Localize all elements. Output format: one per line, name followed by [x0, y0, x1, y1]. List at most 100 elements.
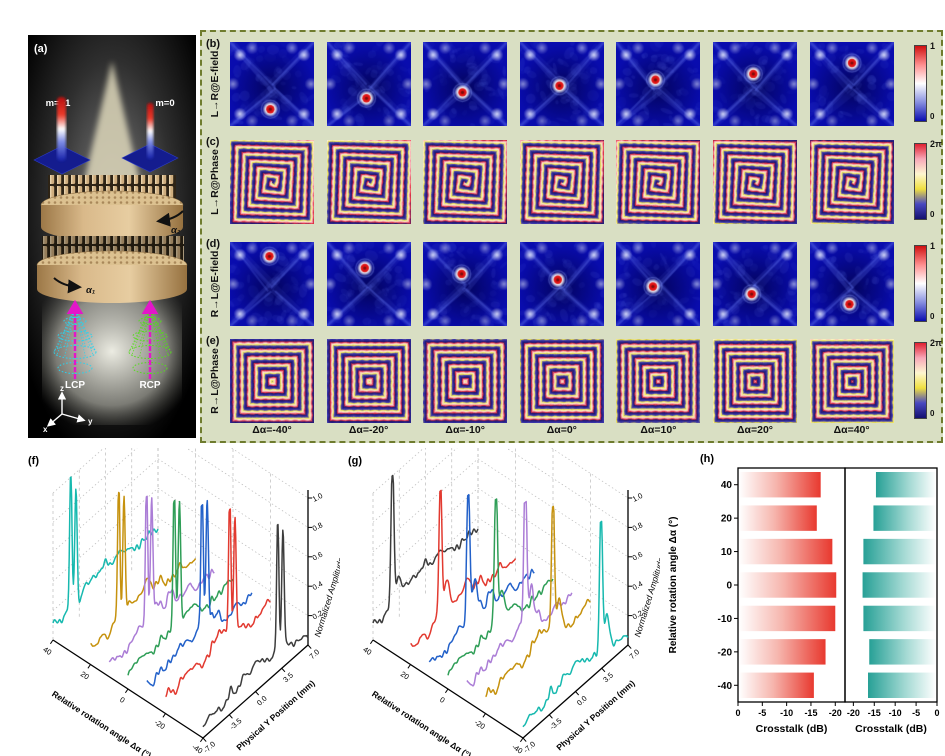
series-delta-alpha-40 [52, 476, 159, 624]
waterfall-ylabel: Physical Y Position (mm) [234, 678, 317, 753]
efield-tile-row0-col3 [519, 42, 604, 126]
crosstalk-bar-left-40 [739, 472, 821, 498]
column-label-1: Δα=-20° [348, 424, 389, 436]
phase-tile-row3-col2 [423, 339, 508, 423]
colorbar-top-label: 2π [930, 139, 942, 149]
crosstalk-bar-left-10 [739, 538, 833, 565]
colorbar-phase-1 [914, 143, 927, 220]
crosstalk-bar-right--20 [869, 639, 936, 665]
svg-text:20: 20 [79, 669, 91, 681]
series-delta-alpha--10 [146, 499, 253, 687]
efield-tile-row2-col4 [616, 242, 701, 326]
phase-tile-row1-col4 [616, 140, 701, 224]
column-label-3: Δα=0° [546, 424, 577, 436]
axis-z-label: z [60, 384, 64, 393]
h-ylabel: Relative rotation angle Δα (°) [668, 517, 679, 654]
row-letter-b: (b) [206, 38, 221, 50]
phase-tile-row1-col1 [326, 140, 411, 224]
crosstalk-bar-right-20 [873, 505, 936, 531]
h-ytick--40: -40 [718, 681, 733, 692]
panel-label-g: (g) [348, 455, 362, 467]
series-delta-alpha--20 [485, 505, 591, 698]
row-label-phase-1: L→R@Phase [209, 149, 221, 215]
phase-tile-row3-col0 [230, 339, 314, 423]
crosstalk-bar-right--10 [863, 605, 936, 632]
crosstalk-bar-left--40 [739, 672, 814, 698]
svg-text:-20: -20 [473, 718, 487, 731]
phase-tile-row1-col2 [423, 140, 508, 224]
efield-tile-row2-col3 [519, 242, 604, 326]
waterfall-series-group [52, 476, 309, 728]
phase-tile-row3-col1 [326, 339, 411, 423]
colorbar-bottom-label: 0 [930, 112, 935, 121]
row-letter-c: (c) [206, 136, 220, 148]
panel-label-h: (h) [700, 453, 714, 465]
row-label-phase-3: R→L@Phase [209, 348, 221, 414]
h-left-xtick: -10 [780, 708, 793, 718]
crosstalk-bar-right--40 [868, 672, 936, 698]
crosstalk-bar-right-0 [862, 572, 936, 598]
h-ytick--10: -10 [718, 614, 733, 625]
efield-tile-row0-col0 [230, 42, 314, 126]
h-right-frame [844, 467, 938, 703]
h-ytick-20: 20 [721, 514, 733, 525]
phase-tile-row1-col6 [809, 140, 894, 224]
series-delta-alpha--20 [165, 508, 271, 698]
rcp-label: RCP [139, 380, 160, 391]
phase-tile-row3-col4 [616, 339, 701, 423]
alpha2-rotation-arrow [156, 210, 184, 227]
colorbar-efield-2 [914, 245, 927, 322]
column-label-2: Δα=-10° [445, 424, 485, 436]
efield-tile-row2-col1 [326, 242, 411, 326]
h-left-xtick: -20 [829, 708, 842, 718]
h-ytick-40: 40 [721, 480, 733, 491]
svg-text:-20: -20 [153, 718, 167, 731]
svg-text:0.2: 0.2 [311, 609, 324, 622]
h-ytick--20: -20 [718, 647, 733, 658]
svg-text:3.5: 3.5 [281, 671, 295, 685]
column-label-6: Δα=40° [833, 424, 870, 436]
panel-bcde-grid: (b) L→R@E-field 1 0 (c) L→R@Phase 2π 0 (d) R→L@E-… [200, 30, 943, 443]
svg-text:0.6: 0.6 [311, 550, 324, 563]
svg-text:0.0: 0.0 [255, 694, 269, 708]
column-label-5: Δα=20° [736, 424, 773, 436]
crosstalk-bar-left-0 [739, 572, 837, 598]
series-delta-alpha-0 [447, 498, 554, 676]
crosstalk-bar-left--10 [739, 605, 836, 632]
efield-tile-row2-col5 [713, 242, 797, 326]
h-right-xtick: -5 [912, 708, 920, 718]
svg-text:3.5: 3.5 [601, 671, 615, 685]
svg-text:0.8: 0.8 [311, 520, 324, 533]
colorbar-top-label: 1 [930, 241, 936, 251]
phase-tile-row1-col0 [230, 140, 314, 224]
panel-h-crosstalk: (h) 40 20 10 0 -10 -20 -40 0 -5 -10 -15 -20 -20 -15 -10… [668, 453, 940, 735]
h-right-xtick: 0 [934, 708, 939, 718]
h-left-xlabel: Crosstalk (dB) [756, 723, 828, 735]
efield-tile-row0-col6 [809, 42, 894, 126]
waterfall-series-group [372, 474, 629, 728]
panel-f-waterfall: 40200-20-40-7.0-3.50.03.57.00.20.40.60.8… [28, 448, 340, 756]
field-peak-left [57, 97, 66, 161]
colorbar-efield-0 [914, 45, 927, 122]
row-label-efield-2: R→L@E-field [209, 250, 221, 318]
panel-g-waterfall: 40200-20-40-7.0-3.50.03.57.00.20.40.60.8… [348, 448, 660, 756]
svg-text:0.0: 0.0 [575, 694, 589, 708]
series-delta-alpha-40 [372, 474, 479, 624]
waterfall-grid [372, 448, 629, 645]
metasurface-disk-top: α₂ [40, 175, 184, 241]
svg-text:-3.5: -3.5 [228, 716, 244, 731]
phase-tile-row3-col5 [713, 339, 797, 423]
efield-tile-row2-col0 [230, 242, 314, 326]
panel-a-label: (a) [34, 43, 48, 55]
axis-x-label: x [43, 425, 48, 434]
axis-y-label: y [88, 417, 93, 426]
efield-tile-row0-col4 [616, 42, 701, 126]
column-label-0: Δα=-40° [252, 424, 292, 436]
h-right-xtick: -15 [868, 708, 881, 718]
row-letter-d: (d) [206, 238, 221, 250]
efield-tile-row2-col6 [809, 242, 894, 326]
light-cone [78, 61, 146, 209]
waterfall-xlabel: Relative rotation angle Δα (°) [50, 689, 153, 756]
waterfall-ylabel: Physical Y Position (mm) [554, 678, 637, 753]
